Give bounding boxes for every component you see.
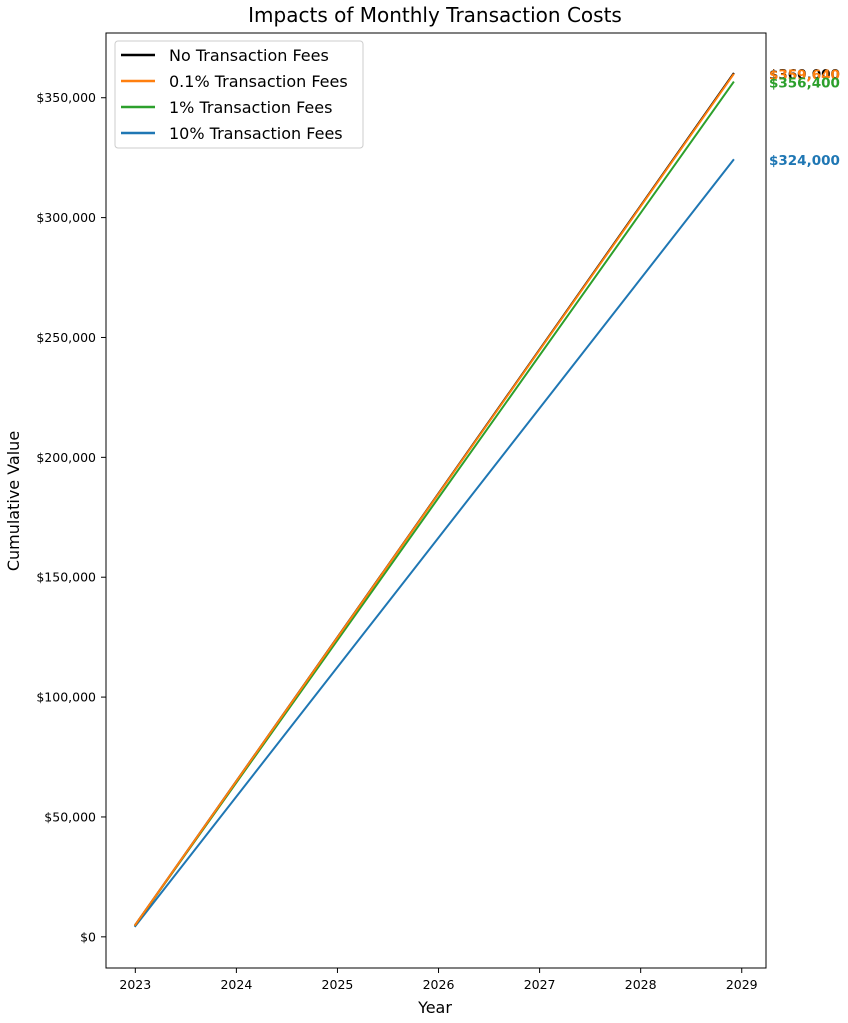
x-axis-label: Year	[417, 998, 452, 1017]
y-tick-label: $150,000	[36, 570, 96, 585]
x-tick-label: 2026	[423, 977, 455, 992]
end-value-label: $360,000	[769, 67, 840, 83]
y-tick-label: $0	[80, 929, 96, 944]
x-tick-label: 2024	[220, 977, 252, 992]
x-tick-label: 2025	[322, 977, 354, 992]
chart-title: Impacts of Monthly Transaction Costs	[248, 3, 622, 27]
y-tick-label: $100,000	[36, 690, 96, 705]
x-tick-label: 2029	[726, 977, 758, 992]
end-value-label: $359,640	[769, 68, 840, 84]
plot-frame	[105, 32, 767, 969]
y-tick-label: $200,000	[36, 450, 96, 465]
axes: 2023 2024 2025 2026 2027 2028 2029 $0 $50,000 $10…	[36, 32, 767, 992]
y-tick-label: $350,000	[36, 90, 96, 105]
series-line-2	[133, 73, 735, 927]
y-tick-label: $300,000	[36, 210, 96, 225]
legend-label: 10% Transaction Fees	[169, 124, 343, 143]
series-line-4	[133, 158, 735, 928]
legend-box	[114, 40, 364, 149]
end-labels: $360,000$359,640$356,400 $324,000	[769, 67, 840, 169]
legend: No Transaction Fees 0.1% Transaction Fees…	[114, 40, 364, 149]
legend-label: 1% Transaction Fees	[169, 98, 332, 117]
y-axis-label: Cumulative Value	[4, 431, 23, 571]
x-tick-label: 2027	[524, 977, 556, 992]
x-tick-label: 2023	[119, 977, 151, 992]
y-tick-label: $250,000	[36, 330, 96, 345]
y-tick-label: $50,000	[44, 809, 96, 824]
legend-label: 0.1% Transaction Fees	[169, 72, 348, 91]
end-value-label: $356,400	[769, 75, 840, 91]
legend-label: No Transaction Fees	[169, 46, 329, 65]
end-value-label: $324,000	[769, 153, 840, 169]
x-tick-label: 2028	[625, 977, 657, 992]
series-lines	[133, 72, 735, 928]
